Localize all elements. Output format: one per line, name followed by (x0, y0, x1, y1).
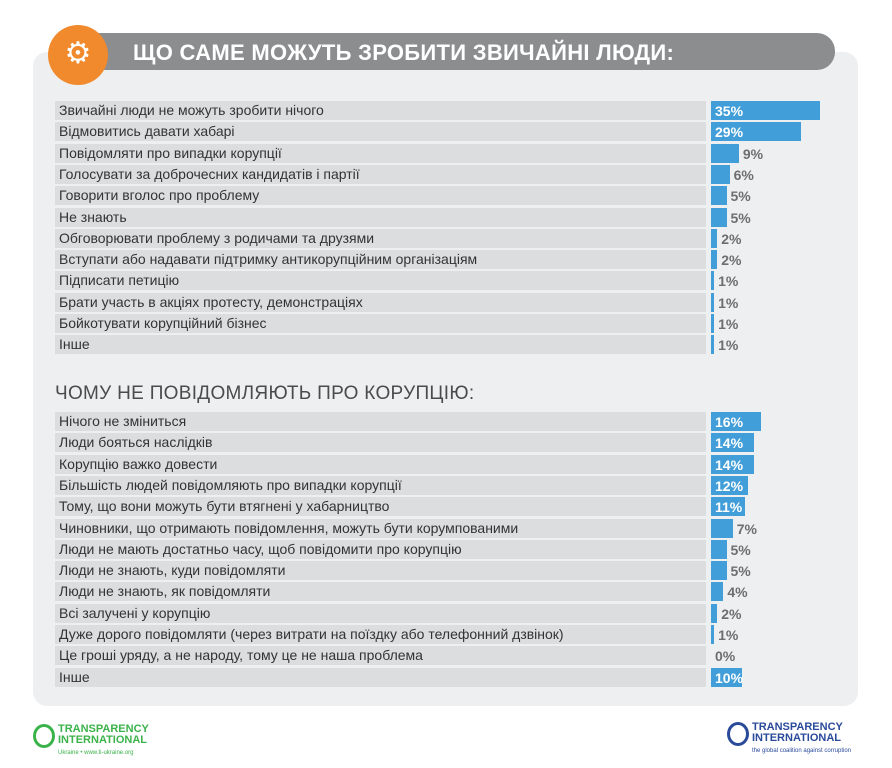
bar-label: Більшість людей повідомляють про випадки… (55, 475, 706, 495)
bar-value: 1% (718, 273, 739, 290)
bar (711, 561, 727, 581)
bar-label: Відмовитись давати хабарі (55, 122, 706, 142)
bar-value: 5% (730, 563, 751, 580)
bar-label: Це гроші уряду, а не народу, тому це не … (55, 646, 706, 666)
bar-label: Дуже дорого повідомляти (через витрати н… (55, 625, 706, 644)
bar-label: Голосувати за доброчесних кандидатів і п… (55, 164, 706, 184)
bar-label: Люди бояться наслідків (55, 433, 706, 453)
bar-label: Не знають (55, 207, 706, 227)
bar-value: 2% (721, 605, 742, 622)
bar (711, 122, 801, 142)
bar (711, 250, 718, 270)
bar (711, 539, 727, 559)
bar (711, 164, 730, 184)
bar-label: Вступати або надавати підтримку антикору… (55, 250, 706, 270)
bar-value: 7% (736, 520, 757, 537)
bar-label: Звичайні люди не можуть зробити нічого (55, 101, 706, 120)
bar-value: 2% (721, 252, 742, 269)
bar-value: 29% (715, 124, 744, 141)
bar-label: Брати участь в акціях протесту, демонстр… (55, 292, 706, 312)
bar (711, 143, 739, 163)
bar (711, 186, 727, 206)
bar (711, 412, 761, 431)
bar-label: Підписати петицію (55, 271, 706, 291)
bar-value: 14% (715, 456, 744, 473)
title-bar: ЩО САМЕ МОЖУТЬ ЗРОБИТИ ЗВИЧАЙНІ ЛЮДИ: (85, 33, 835, 70)
bar (711, 625, 715, 644)
bar (711, 292, 715, 312)
bar-value: 1% (718, 337, 739, 354)
bar (711, 314, 715, 333)
page-title: ЩО САМЕ МОЖУТЬ ЗРОБИТИ ЗВИЧАЙНІ ЛЮДИ: (133, 40, 675, 65)
bar-label: Говорити вголос про проблему (55, 186, 706, 206)
bar (711, 271, 715, 291)
bar-value: 35% (715, 103, 744, 119)
bar-value: 10% (715, 669, 744, 686)
bar-label: Тому, що вони можуть бути втягнені у хаб… (55, 497, 706, 517)
bar-value: 11% (715, 499, 743, 516)
bar-value: 2% (721, 230, 742, 247)
bar-label: Бойкотувати корупційний бізнес (55, 314, 706, 333)
bar-value: 1% (718, 316, 739, 332)
bar-label: Інше (55, 667, 706, 687)
bar-label: Люди не знають, куди повідомляти (55, 561, 706, 581)
bar (711, 603, 718, 623)
bar-label: Корупцію важко довести (55, 454, 706, 474)
bar-value: 14% (715, 435, 744, 452)
bar (711, 454, 755, 474)
ti-logo-icon (727, 722, 749, 746)
bar (711, 335, 715, 355)
bar-value: 4% (727, 584, 748, 601)
bar (711, 228, 718, 248)
bar-label: Нічого не зміниться (55, 412, 706, 431)
bar (711, 497, 746, 517)
bar-value: 5% (730, 541, 751, 558)
bar-label: Чиновники, що отримають повідомлення, мо… (55, 518, 706, 538)
bar-label: Повідомляти про випадки корупції (55, 143, 706, 163)
bar-value: 0% (715, 648, 736, 665)
bar-value: 1% (718, 294, 739, 311)
bar-value: 5% (730, 209, 751, 226)
bar-label: Всі залучені у корупцію (55, 603, 706, 623)
bar (711, 207, 727, 227)
bar-label: Інше (55, 335, 706, 355)
ti-logo-icon (33, 724, 55, 748)
bar-label: Обговорювати проблему з родичами та друз… (55, 228, 706, 248)
bar (711, 582, 724, 602)
bar-label: Люди не знають, як повідомляти (55, 582, 706, 602)
bar-value: 12% (715, 477, 744, 494)
ti-ukraine-logo: TRANSPARENCY INTERNATIONAL Ukraine • www.t… (33, 724, 149, 759)
bar (711, 518, 733, 538)
section-title-why-not-report: ЧОМУ НЕ ПОВІДОМЛЯЮТЬ ПРО КОРУПЦІЮ: (55, 383, 475, 404)
bar (711, 101, 820, 120)
bar-value: 1% (718, 627, 739, 643)
bar-value: 9% (742, 145, 764, 162)
ti-global-logo: TRANSPARENCY INTERNATIONAL the global coal… (727, 722, 851, 757)
bar-value: 5% (730, 188, 751, 205)
gears-icon: ⚙ (48, 25, 108, 85)
bar-value: 6% (733, 166, 754, 183)
bar (711, 433, 755, 453)
bar (711, 667, 742, 687)
bar-value: 16% (715, 414, 744, 430)
bar-label: Люди не мають достатньо часу, щоб повідо… (55, 539, 706, 559)
bar (711, 475, 749, 495)
